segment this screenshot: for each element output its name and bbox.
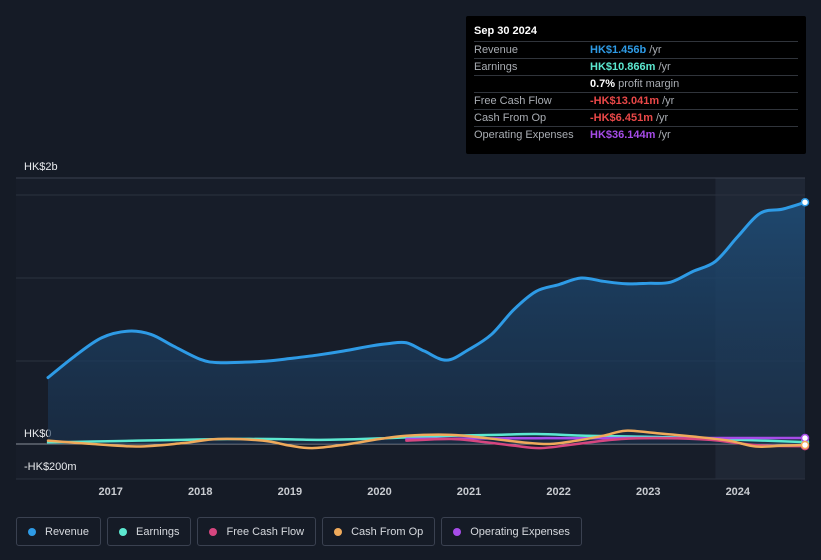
legend-label: Cash From Op	[351, 525, 424, 538]
tooltip-row-unit: /yr	[658, 129, 671, 141]
x-tick-label: 2020	[367, 486, 391, 498]
tooltip-row-label: Cash From Op	[474, 112, 547, 124]
x-tick-label: 2019	[278, 486, 302, 498]
tooltip-row-label: Revenue	[474, 44, 519, 56]
tooltip: Sep 30 2024 Revenue HK$1.456b/yr Earnings H…	[466, 16, 806, 154]
x-tick-label: 2021	[457, 486, 481, 498]
cash-from-op-line	[46, 429, 807, 450]
tooltip-date: Sep 30 2024	[474, 24, 798, 42]
tooltip-row-unit: /yr	[655, 112, 669, 124]
tooltip-row-value: -HK$6.451m	[590, 112, 653, 124]
tooltip-row-label	[474, 76, 590, 92]
legend-dot-icon	[334, 527, 343, 536]
tooltip-row-unit: profit margin	[618, 78, 680, 90]
operating-expenses-line	[405, 436, 807, 441]
x-tick-label: 2018	[188, 486, 212, 498]
tooltip-row-value: HK$36.144m	[590, 129, 656, 141]
x-tick-label: 2023	[636, 486, 660, 498]
cash-from-op-endpoint	[800, 440, 810, 450]
legend-item-free-cash-flow[interactable]: Free Cash Flow	[197, 517, 317, 546]
tooltip-row: Earnings HK$10.866m/yr	[474, 59, 798, 76]
tooltip-row: Cash From Op -HK$6.451m/yr	[474, 110, 798, 127]
tooltip-row: Free Cash Flow -HK$13.041m/yr	[474, 93, 798, 110]
tooltip-row: Revenue HK$1.456b/yr	[474, 42, 798, 59]
tooltip-row-value: HK$10.866m	[590, 61, 656, 73]
legend-item-operating-expenses[interactable]: Operating Expenses	[441, 517, 582, 546]
revenue-line	[46, 200, 807, 380]
operating-expenses-endpoint	[800, 433, 810, 443]
legend-label: Free Cash Flow	[226, 525, 305, 538]
legend-dot-icon	[209, 527, 218, 536]
legend-label: Operating Expenses	[470, 525, 570, 538]
x-tick-label: 2022	[546, 486, 570, 498]
legend-item-cash-from-op[interactable]: Cash From Op	[322, 517, 436, 546]
tooltip-row-value: 0.7%	[590, 78, 616, 90]
revenue-endpoint	[800, 198, 810, 207]
tooltip-row-value: HK$1.456b	[590, 44, 647, 56]
legend-label: Earnings	[136, 525, 180, 538]
tooltip-row-unit: /yr	[662, 95, 675, 107]
legend-item-revenue[interactable]: Revenue	[16, 517, 102, 546]
legend-dot-icon	[28, 527, 36, 536]
y-label-bottom: -HK$200m	[24, 461, 77, 473]
legend-dot-icon	[119, 527, 128, 536]
x-tick-label: 2024	[726, 486, 751, 498]
tooltip-row-unit: /yr	[658, 61, 671, 73]
legend-dot-icon	[453, 527, 462, 536]
legend-label: Revenue	[45, 525, 90, 538]
tooltip-row-value: -HK$13.041m	[590, 95, 660, 107]
legend: Revenue Earnings Free Cash Flow Cash From O…	[16, 517, 582, 546]
tooltip-row: 0.7% profit margin	[474, 76, 798, 93]
tooltip-row-label: Earnings	[474, 61, 518, 73]
tooltip-row-label: Free Cash Flow	[474, 95, 552, 107]
tooltip-row-label: Operating Expenses	[474, 129, 574, 141]
tooltip-row-unit: /yr	[649, 44, 662, 56]
y-label-top: HK$2b	[24, 161, 58, 173]
tooltip-row: Operating Expenses HK$36.144m/yr	[474, 127, 798, 144]
revenue-area	[48, 202, 805, 444]
legend-item-earnings[interactable]: Earnings	[107, 517, 192, 546]
y-label-zero: HK$0	[24, 428, 52, 440]
x-tick-label: 2017	[98, 486, 122, 498]
